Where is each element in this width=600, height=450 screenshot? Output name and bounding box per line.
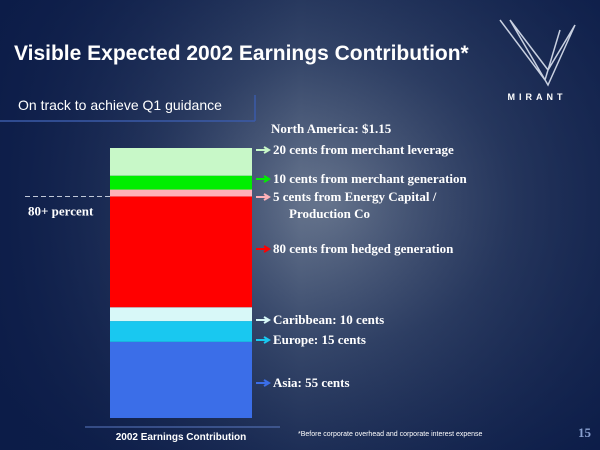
logo-mark bbox=[499, 19, 576, 87]
legend-arrow bbox=[256, 146, 271, 154]
bar-segment bbox=[110, 175, 252, 190]
legend-label: 80 cents from hedged generation bbox=[273, 241, 454, 256]
legend-arrow bbox=[256, 336, 271, 344]
bar-segment bbox=[110, 307, 252, 322]
page-number: 15 bbox=[578, 425, 592, 440]
legend-arrow bbox=[256, 316, 271, 324]
x-tick-label: 2002 Earnings Contribution bbox=[116, 432, 247, 443]
legend-arrow bbox=[256, 175, 271, 183]
bar-segment bbox=[110, 189, 252, 197]
legend-label-line: 80 cents from hedged generation bbox=[273, 241, 454, 256]
legend-label: 5 cents from Energy Capital / Production … bbox=[273, 189, 437, 221]
subtitle: On track to achieve Q1 guidance bbox=[18, 97, 222, 113]
logo-text: MIRANT bbox=[508, 92, 567, 102]
legend-label-line: Europe: 15 cents bbox=[273, 332, 366, 347]
bar-segment bbox=[110, 196, 252, 308]
legend-label-line: 20 cents from merchant leverage bbox=[273, 142, 454, 157]
bar-segment bbox=[110, 148, 252, 176]
legend-label-line: 10 cents from merchant generation bbox=[273, 171, 468, 186]
bar-segment bbox=[110, 341, 252, 418]
legend-label-line: Caribbean: 10 cents bbox=[273, 312, 384, 327]
title: Visible Expected 2002 Earnings Contribut… bbox=[14, 42, 470, 65]
legend-arrow bbox=[256, 379, 271, 387]
legend-label: 10 cents from merchant generation bbox=[273, 171, 468, 186]
footnote: *Before corporate overhead and corporate… bbox=[298, 431, 483, 438]
legend-label: Europe: 15 cents bbox=[273, 332, 366, 347]
group-label: North America: $1.15 bbox=[271, 121, 392, 136]
legend-label-line: 5 cents from Energy Capital / bbox=[273, 189, 437, 204]
legend-label-line: Asia: 55 cents bbox=[273, 375, 350, 390]
legend-label: Asia: 55 cents bbox=[273, 375, 350, 390]
legend-label: Caribbean: 10 cents bbox=[273, 312, 384, 327]
legend-arrow bbox=[256, 245, 271, 253]
legend-label-line: Production Co bbox=[289, 206, 370, 221]
legend-label: 20 cents from merchant leverage bbox=[273, 142, 454, 157]
legend-arrow bbox=[256, 193, 271, 201]
bracket-label: 80+ percent bbox=[28, 203, 94, 218]
bar-segment bbox=[110, 321, 252, 342]
